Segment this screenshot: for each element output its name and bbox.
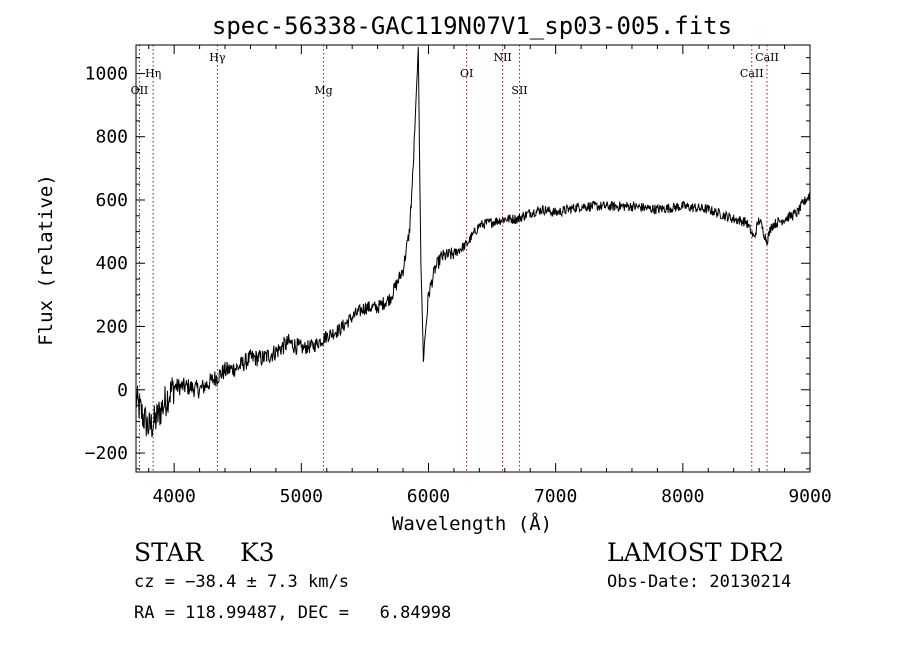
marker-label-7: CaII [740, 67, 764, 80]
x-tick-label: 7000 [534, 486, 577, 507]
emission-line-markers: OII Hη Hγ Mg OI NII SII CaII CaII [131, 45, 779, 472]
coordinates: RA = 118.99487, DEC = 6.84998 [134, 603, 452, 623]
object-class: STAR [134, 538, 204, 567]
x-axis-label: Wavelength (Å) [392, 512, 552, 535]
survey-name: LAMOST DR2 [607, 538, 785, 567]
marker-label-8: CaII [755, 51, 779, 64]
marker-label-6: SII [511, 84, 527, 97]
x-axis-ticks: 4000 5000 6000 7000 8000 9000 [148, 45, 832, 507]
marker-label-3: Mg [314, 84, 332, 97]
marker-label-4: OI [460, 67, 473, 80]
y-tick-label: 1000 [85, 63, 128, 84]
y-tick-label: 400 [95, 253, 128, 274]
plot-frame [135, 44, 811, 473]
y-tick-label: 800 [95, 127, 128, 148]
y-tick-label: 0 [117, 380, 128, 401]
marker-label-2: Hγ [209, 51, 226, 64]
marker-label-5: NII [493, 51, 511, 64]
object-subclass: K3 [240, 538, 275, 567]
x-tick-label: 5000 [280, 486, 323, 507]
spectrum-line [135, 46, 811, 437]
y-tick-label: −200 [85, 443, 128, 464]
x-tick-label: 8000 [661, 486, 704, 507]
y-axis-label: Flux (relative) [35, 174, 57, 346]
y-tick-label: 200 [95, 317, 128, 338]
observation-date: Obs-Date: 20130214 [607, 572, 792, 592]
marker-label-0: OII [131, 84, 149, 97]
marker-label-1: Hη [145, 67, 161, 80]
x-tick-label: 4000 [152, 486, 195, 507]
x-tick-label: 9000 [788, 486, 831, 507]
x-tick-label: 6000 [407, 486, 450, 507]
y-tick-label: 600 [95, 190, 128, 211]
y-axis-ticks: −200 0 200 400 600 800 1000 [85, 57, 810, 470]
chart-title: spec-56338-GAC119N07V1_sp03-005.fits [212, 12, 732, 40]
redshift-velocity: cz = −38.4 ± 7.3 km/s [134, 572, 349, 592]
